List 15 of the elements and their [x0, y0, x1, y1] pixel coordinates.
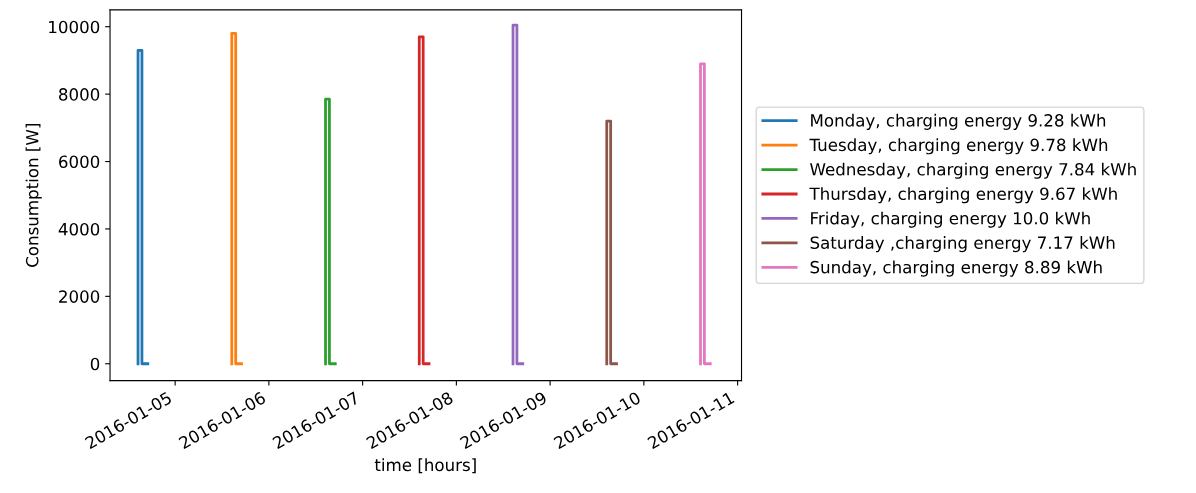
y-tick-label: 10000: [49, 20, 100, 34]
legend-label: Wednesday, charging energy 7.84 kWh: [810, 162, 1136, 179]
legend-label: Friday, charging energy 10.0 kWh: [811, 211, 1090, 228]
legend-label: Monday, charging energy 9.28 kWh: [811, 113, 1106, 130]
legend-label: Thursday, charging energy 9.67 kWh: [809, 187, 1117, 204]
y-axis-title: Consumption [W]: [25, 124, 42, 267]
legend-label: Saturday ,charging energy 7.17 kWh: [810, 236, 1115, 253]
x-axis-title: time [hours]: [374, 458, 476, 474]
legend-label: Tuesday, charging energy 9.78 kWh: [809, 138, 1108, 155]
y-tick-label: 4000: [58, 222, 100, 236]
y-tick-label: 2000: [59, 290, 100, 303]
y-tick-label: 8000: [59, 88, 100, 101]
y-tick-label: 0: [90, 357, 100, 371]
y-tick-label: 6000: [59, 155, 100, 169]
legend-label: Sunday, charging energy 8.89 kWh: [810, 260, 1102, 277]
